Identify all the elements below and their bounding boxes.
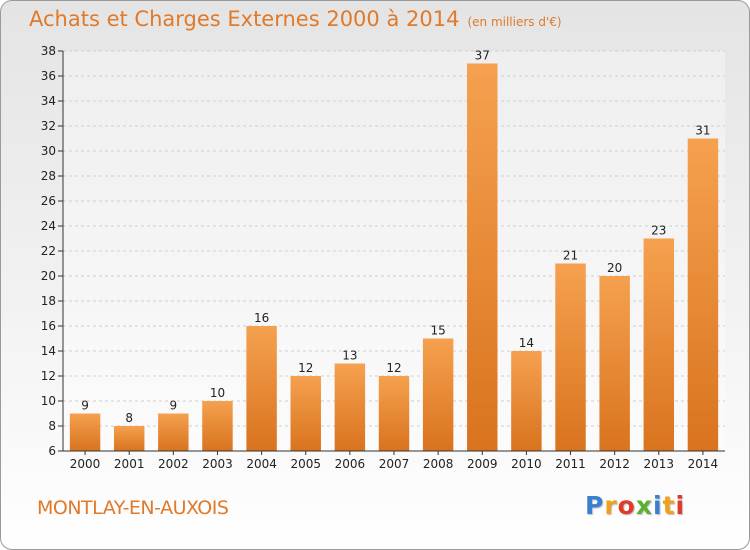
chart-title: Achats et Charges Externes 2000 à 2014 (e… <box>29 7 562 31</box>
bars: 9 8 9 10 16 12 13 12 15 37 14 21 20 23 31 <box>69 49 719 451</box>
value-label-2005: 12 <box>298 361 313 375</box>
x-tick-label-2012: 2012 <box>599 457 630 471</box>
y-tick-label: 20 <box>41 269 56 283</box>
value-label-2001: 8 <box>125 411 133 425</box>
x-tick-label-2013: 2013 <box>644 457 675 471</box>
bar-2013 <box>643 238 675 451</box>
value-label-2007: 12 <box>386 361 401 375</box>
bar-2011 <box>555 263 586 451</box>
y-tick-label: 14 <box>41 344 56 358</box>
x-tick-label-2010: 2010 <box>511 457 542 471</box>
y-tick-label: 12 <box>41 369 56 383</box>
y-tick-label: 24 <box>41 219 56 233</box>
y-tick-label: 18 <box>41 294 56 308</box>
logo-letter: i <box>675 491 686 520</box>
value-label-2004: 16 <box>254 311 269 325</box>
value-label-2012: 20 <box>607 261 622 275</box>
commune-name: MONTLAY-EN-AUXOIS <box>37 497 229 519</box>
x-tick-label-2000: 2000 <box>70 457 101 471</box>
logo-letter: o <box>617 491 636 520</box>
value-label-2000: 9 <box>81 399 89 413</box>
value-label-2011: 21 <box>563 249 578 263</box>
x-tick-label-2014: 2014 <box>688 457 719 471</box>
title-text: Achats et Charges Externes 2000 à 2014 <box>29 7 460 31</box>
bar-2000 <box>69 413 101 451</box>
value-label-2002: 9 <box>170 399 178 413</box>
x-tick-label-2008: 2008 <box>423 457 454 471</box>
bar-2005 <box>290 376 321 451</box>
bar-2014 <box>687 138 719 451</box>
bar-2007 <box>378 376 410 451</box>
bar-2006 <box>334 363 366 451</box>
y-tick-label: 28 <box>41 169 56 183</box>
logo-letter: x <box>635 491 653 520</box>
value-label-2009: 37 <box>475 49 490 63</box>
x-tick-label-2007: 2007 <box>379 457 410 471</box>
value-label-2006: 13 <box>342 349 357 363</box>
value-label-2003: 10 <box>210 386 225 400</box>
value-label-2013: 23 <box>651 224 666 238</box>
x-tick-label-2009: 2009 <box>467 457 498 471</box>
bar-2001 <box>113 426 145 451</box>
x-tick-label-2011: 2011 <box>555 457 586 471</box>
y-tick-label: 10 <box>41 394 56 408</box>
y-tick-label: 30 <box>41 144 56 158</box>
value-label-2008: 15 <box>430 324 445 338</box>
y-tick-label: 38 <box>41 44 56 58</box>
bar-2009 <box>467 63 498 451</box>
value-label-2014: 31 <box>695 124 710 138</box>
logo-letter: t <box>662 491 676 520</box>
logo-letter: i <box>653 491 663 520</box>
x-tick-label-2001: 2001 <box>114 457 145 471</box>
value-label-2010: 14 <box>519 336 534 350</box>
y-tick-label: 6 <box>48 444 56 458</box>
y-tick-label: 8 <box>48 419 56 433</box>
bar-2010 <box>511 351 542 451</box>
y-tick-label: 16 <box>41 319 56 333</box>
bar-2003 <box>202 401 233 451</box>
title-unit: (en milliers d'€) <box>467 15 562 29</box>
y-tick-label: 36 <box>41 69 56 83</box>
logo-letter: r <box>604 491 618 520</box>
x-tick-label-2006: 2006 <box>335 457 366 471</box>
logo-letter: P <box>585 491 605 520</box>
y-tick-label: 22 <box>41 244 56 258</box>
bar-2004 <box>246 326 277 451</box>
x-tick-label-2005: 2005 <box>290 457 321 471</box>
y-tick-label: 32 <box>41 119 56 133</box>
bar-2008 <box>422 338 454 451</box>
bar-2012 <box>599 276 630 451</box>
y-tick-label: 34 <box>41 94 56 108</box>
proxiti-logo: Proxiti <box>585 491 685 520</box>
y-tick-label: 26 <box>41 194 56 208</box>
x-tick-label-2003: 2003 <box>202 457 233 471</box>
x-tick-label-2002: 2002 <box>158 457 189 471</box>
axes: 6 8 10 12 14 16 18 20 22 24 26 28 30 32 34 36 38 2000 2001… <box>41 44 725 471</box>
x-tick-label-2004: 2004 <box>246 457 277 471</box>
bar-2002 <box>158 413 189 451</box>
